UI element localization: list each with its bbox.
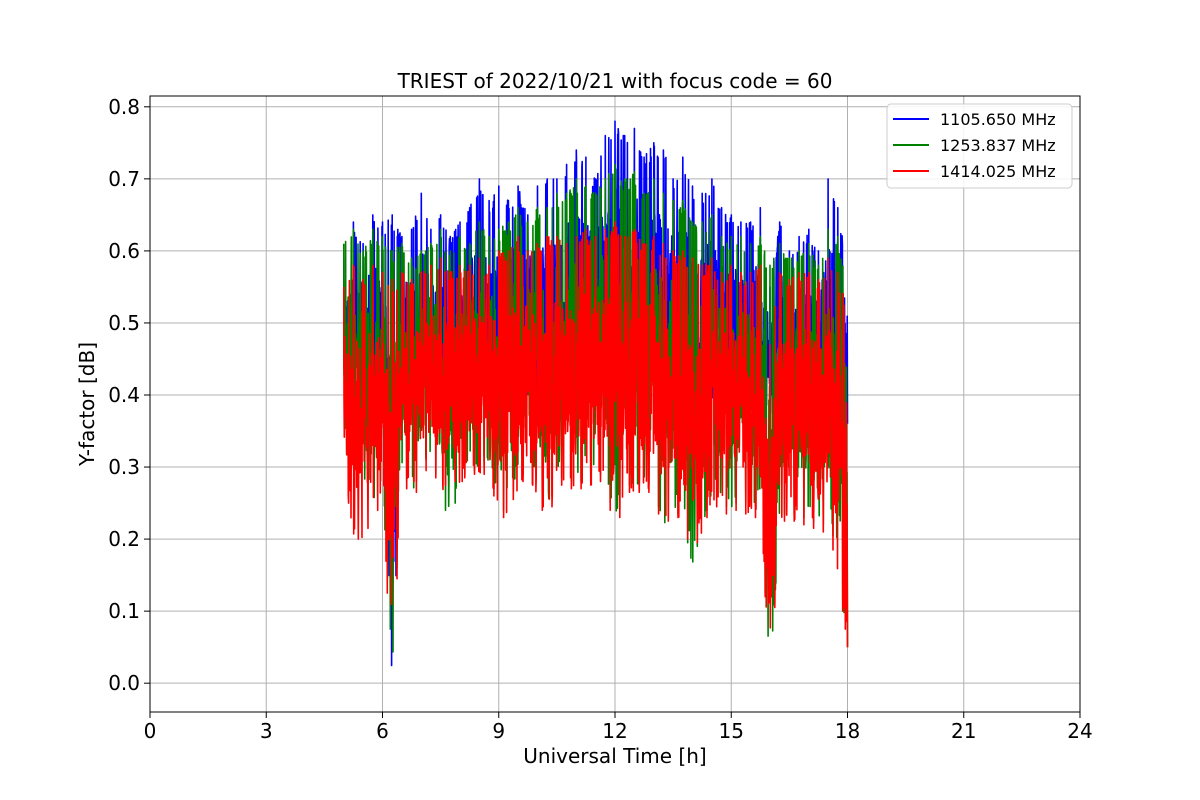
chart-title: TRIEST of 2022/10/21 with focus code = 6… [397, 69, 833, 93]
x-tick-label: 9 [492, 719, 505, 743]
x-tick-label: 24 [1067, 719, 1092, 743]
y-tick-label: 0.7 [108, 167, 140, 191]
x-tick-label: 6 [376, 719, 389, 743]
y-tick-label: 0.4 [108, 383, 140, 407]
x-tick-label: 18 [835, 719, 860, 743]
y-tick-label: 0.0 [108, 671, 140, 695]
y-tick-label: 0.3 [108, 455, 140, 479]
x-axis-label: Universal Time [h] [523, 744, 706, 768]
y-tick-label: 0.1 [108, 599, 140, 623]
legend-label: 1414.025 MHz [940, 162, 1056, 181]
legend-box [886, 103, 1073, 189]
y-axis-label: Y-factor [dB] [75, 342, 99, 467]
series-line-3 [342, 221, 849, 648]
legend-label: 1105.650 MHz [940, 110, 1056, 129]
legend: 1105.650 MHz 1253.837 MHz 1414.025 MHz [886, 103, 1073, 189]
x-axis-ticks: 0 3 6 9 12 15 18 21 24 [144, 712, 1093, 743]
y-tick-label: 0.2 [108, 527, 140, 551]
series-layer [342, 120, 849, 667]
y-tick-label: 0.8 [108, 95, 140, 119]
y-axis-ticks: 0.0 0.1 0.2 0.3 0.4 0.5 0.6 0.7 0.8 [108, 95, 150, 695]
y-tick-label: 0.6 [108, 239, 140, 263]
x-tick-label: 3 [260, 719, 273, 743]
legend-label: 1253.837 MHz [940, 136, 1056, 155]
x-tick-label: 21 [951, 719, 976, 743]
x-tick-label: 0 [144, 719, 157, 743]
x-tick-label: 15 [719, 719, 744, 743]
y-tick-label: 0.5 [108, 311, 140, 335]
x-tick-label: 12 [602, 719, 627, 743]
